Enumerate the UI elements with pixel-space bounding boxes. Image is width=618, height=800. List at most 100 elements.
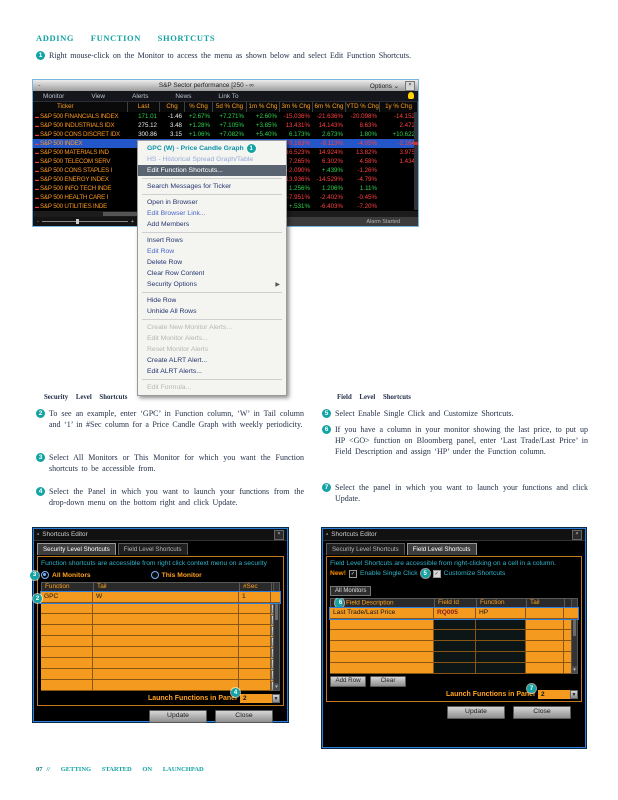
checkbox-label[interactable]: Enable Single Click (359, 570, 418, 578)
table-row[interactable]: GPC W 1 (40, 591, 281, 605)
cell[interactable] (434, 630, 476, 641)
table-row[interactable]: ▼ (41, 647, 280, 659)
menu-item-edit-row[interactable]: Edit Row (138, 246, 286, 257)
scrollbar-thumb[interactable] (275, 602, 278, 621)
column-header-tail[interactable]: Tail (94, 582, 240, 593)
column-header-chg[interactable]: Chg (160, 102, 185, 112)
menubar-item-news[interactable]: News (175, 92, 192, 100)
cell[interactable] (93, 669, 239, 680)
close-icon[interactable]: × (274, 529, 284, 540)
cell[interactable] (41, 625, 93, 636)
cell[interactable] (330, 652, 434, 663)
cell[interactable] (93, 603, 239, 614)
table-row[interactable]: ▼ (41, 603, 280, 615)
column-header-5d-chg[interactable]: 5d % Chg (213, 102, 247, 112)
cell[interactable] (93, 625, 239, 636)
dialog-titlebar[interactable]: ▪ Shortcuts Editor × (34, 529, 287, 541)
menu-item-open-in-browser[interactable]: Open in Browser (138, 197, 286, 208)
table-row[interactable]: ▼ (41, 680, 280, 692)
customize-shortcuts-checkbox[interactable]: ✓ (432, 569, 441, 578)
panel-select[interactable]: 2 ▼ (240, 694, 280, 704)
zoom-in-icon[interactable]: + (130, 218, 134, 225)
vertical-scrollbar[interactable] (414, 112, 418, 210)
cell[interactable]: W (93, 592, 239, 603)
menu-item-insert-rows[interactable]: Insert Rows (138, 235, 286, 246)
update-button[interactable]: Update (149, 710, 207, 724)
menu-item-edit-alrt-alerts[interactable]: Edit ALRT Alerts... (138, 366, 286, 377)
menu-item-add-members[interactable]: Add Members (138, 219, 286, 230)
column-header-ticker[interactable]: Ticker (33, 102, 128, 112)
column-header-1y-chg[interactable]: 1y % Chg (380, 102, 418, 112)
table-row[interactable] (330, 641, 578, 653)
tab-field-level-shortcuts[interactable]: Field Level Shortcuts (406, 543, 477, 555)
close-icon[interactable]: × (405, 80, 415, 91)
column-header-function[interactable]: Function (42, 582, 94, 593)
cell[interactable] (41, 647, 93, 658)
table-row[interactable]: ▬ S&P 500 CONS DISCRET IDX 300.86 3.15 +1.06… (33, 130, 418, 139)
cell[interactable] (526, 652, 564, 663)
radio-this-monitor[interactable] (150, 571, 159, 580)
cell[interactable] (239, 647, 271, 658)
cell[interactable] (330, 630, 434, 641)
column-header-3m-chg[interactable]: 3m % Chg (280, 102, 313, 112)
cell[interactable] (93, 647, 239, 658)
menu-item-clear-row-content[interactable]: Clear Row Content (138, 268, 286, 279)
cell[interactable] (41, 614, 93, 625)
cell[interactable] (239, 625, 271, 636)
cell[interactable] (476, 641, 526, 652)
cell[interactable]: RQ005 (434, 608, 476, 619)
table-row[interactable]: ▬ S&P 500 INDUSTRIALS IDX 275.12 3.48 +1.28%… (33, 121, 418, 130)
lightbulb-icon[interactable] (408, 92, 414, 99)
subtab-all-monitors[interactable]: All Monitors (330, 586, 372, 597)
column-header-field-description[interactable]: 6 Field Description (331, 598, 435, 609)
cell[interactable] (93, 614, 239, 625)
cell[interactable] (239, 669, 271, 680)
zoom-slider[interactable]: - + (33, 217, 138, 226)
table-row[interactable]: Last Trade/Last Price RQ005 HP (329, 607, 579, 621)
clear-button[interactable]: Clear (370, 676, 406, 688)
tab-field-level-shortcuts[interactable]: Field Level Shortcuts (117, 543, 188, 555)
table-row[interactable] (330, 630, 578, 642)
minimize-icon[interactable]: - (38, 82, 41, 89)
column-header-sec[interactable]: #Sec (240, 582, 272, 593)
cell[interactable] (41, 658, 93, 669)
cell[interactable] (93, 680, 239, 691)
menu-item-edit-function-shortcuts[interactable]: Edit Function Shortcuts... (138, 165, 286, 176)
dialog-titlebar[interactable]: ▪ Shortcuts Editor × (323, 529, 585, 541)
cell[interactable] (526, 608, 564, 619)
cell[interactable]: 1 (239, 592, 271, 603)
cell[interactable] (41, 603, 93, 614)
menu-item-reset-monitor-alerts[interactable]: Reset Monitor Alerts (138, 344, 286, 355)
cell[interactable] (434, 641, 476, 652)
radio-label[interactable]: All Monitors (52, 571, 91, 579)
column-header-tail[interactable]: Tail (527, 598, 565, 609)
menu-item-delete-row[interactable]: Delete Row (138, 257, 286, 268)
menu-item-security-options[interactable]: Security Options ▶ (138, 279, 286, 290)
update-button[interactable]: Update (447, 706, 505, 720)
table-row[interactable]: ▼ (41, 636, 280, 648)
cell[interactable] (434, 619, 476, 630)
menu-item-edit-browser-link[interactable]: Edit Browser Link... (138, 208, 286, 219)
zoom-out-icon[interactable]: - (37, 218, 39, 225)
close-icon[interactable]: × (572, 529, 582, 540)
menu-item-hs-historical-spread-graph-table[interactable]: HS - Historical Spread Graph/Table (138, 154, 286, 165)
chevron-down-icon[interactable]: ▼ (272, 694, 280, 704)
menubar-item-monitor[interactable]: Monitor (43, 92, 65, 100)
add-row-button[interactable]: Add Row (330, 676, 366, 688)
cell[interactable] (526, 663, 564, 674)
menu-item-search-messages-for-ticker[interactable]: Search Messages for Ticker (138, 181, 286, 192)
enable-single-click-checkbox[interactable]: ✓ (348, 569, 357, 578)
cell[interactable] (526, 630, 564, 641)
zoom-track[interactable] (41, 219, 128, 224)
table-row[interactable]: ▼ (41, 614, 280, 626)
menu-item-create-alrt-alert[interactable]: Create ALRT Alert... (138, 355, 286, 366)
zoom-knob[interactable] (76, 219, 80, 224)
table-row[interactable] (330, 663, 578, 675)
table-row[interactable]: ▬ S&P 500 FINANCIALS INDEX 171.01 -1.46 +2.6… (33, 112, 418, 121)
cell[interactable] (239, 636, 271, 647)
menu-item-hide-row[interactable]: Hide Row (138, 295, 286, 306)
cell[interactable] (330, 663, 434, 674)
cell[interactable]: Last Trade/Last Price (330, 608, 434, 619)
cell[interactable]: HP (476, 608, 526, 619)
cell[interactable] (526, 641, 564, 652)
